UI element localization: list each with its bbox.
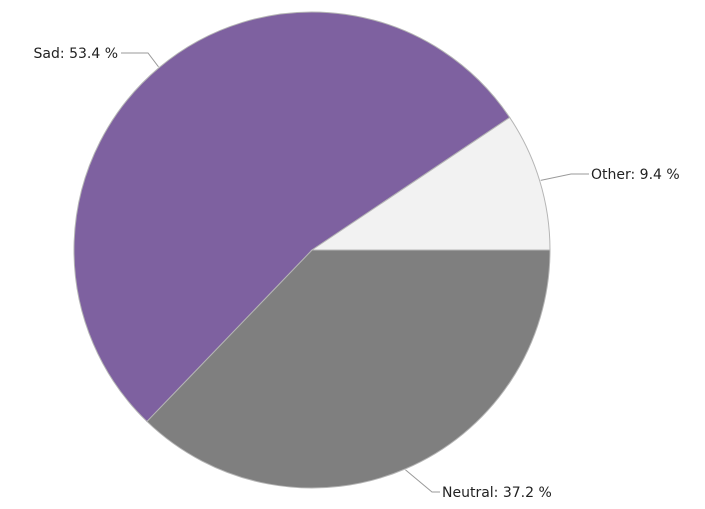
- slice-label-other: Other: 9.4 %: [591, 167, 680, 183]
- slice-label-sad: Sad: 53.4 %: [34, 46, 118, 62]
- pie-slice-neutral: [146, 249, 551, 489]
- slice-label-neutral: Neutral: 37.2 %: [442, 485, 552, 501]
- slices-layer: [73, 11, 551, 489]
- leader-line-other: [540, 173, 589, 181]
- pie-slice-sad: [73, 11, 511, 423]
- pie-slice-other: [310, 116, 551, 251]
- leader-line-neutral: [405, 469, 440, 493]
- labels-layer: Neutral: 37.2 % Sad: 53.4 % Other: 9.4 %: [34, 46, 680, 501]
- leader-lines-layer: [121, 52, 589, 493]
- leader-line-sad: [121, 52, 159, 68]
